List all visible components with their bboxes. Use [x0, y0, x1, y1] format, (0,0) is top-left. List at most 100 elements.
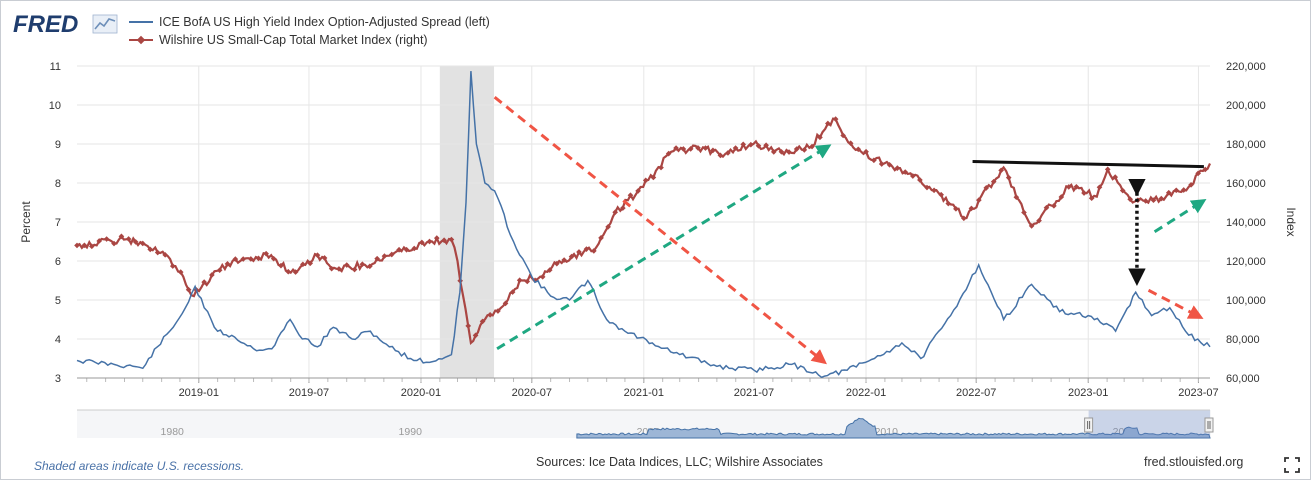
series-marker-small-cap — [968, 205, 975, 212]
series-marker-small-cap — [878, 161, 885, 167]
series-marker-small-cap — [755, 142, 762, 149]
series-marker-small-cap — [650, 174, 657, 181]
series-marker-small-cap — [240, 256, 247, 262]
fullscreen-icon[interactable] — [1284, 457, 1300, 473]
series-marker-small-cap — [343, 262, 350, 268]
series-marker-small-cap — [695, 145, 701, 151]
series-marker-small-cap — [441, 237, 447, 244]
series-marker-small-cap — [591, 248, 597, 254]
navigator-year-label: 1990 — [399, 426, 423, 438]
y-left-tick-label: 11 — [50, 61, 61, 73]
series-marker-small-cap — [539, 274, 546, 280]
series-marker-small-cap — [209, 272, 215, 278]
series-marker-small-cap — [583, 246, 590, 252]
series-marker-small-cap — [1119, 187, 1126, 194]
series-marker-small-cap — [840, 132, 846, 139]
series-marker-small-cap — [472, 332, 479, 339]
series-marker-small-cap — [658, 164, 664, 171]
series-marker-small-cap — [270, 255, 277, 262]
series-marker-small-cap — [139, 240, 146, 247]
series-marker-small-cap — [74, 242, 80, 249]
series-marker-small-cap — [1051, 203, 1057, 209]
series-marker-small-cap — [886, 161, 893, 168]
y-left-tick-label: 9 — [55, 139, 61, 151]
y-left-tick-label: 5 — [55, 295, 61, 307]
series-marker-small-cap — [710, 147, 716, 154]
series-marker-small-cap — [426, 238, 433, 245]
series-marker-small-cap — [328, 265, 335, 272]
navigator-handle[interactable] — [1084, 417, 1094, 433]
series-marker-small-cap — [103, 236, 110, 242]
y-right-tick-label: 220,000 — [1226, 61, 1266, 73]
site-link[interactable]: fred.stlouisfed.org — [1144, 455, 1244, 469]
y-right-axis-label: Index — [1284, 207, 1298, 236]
series-marker-small-cap — [863, 148, 869, 155]
series-marker-small-cap — [612, 209, 619, 216]
series-marker-small-cap — [479, 318, 486, 325]
y-left-tick-label: 3 — [55, 373, 61, 385]
series-marker-small-cap — [546, 267, 553, 273]
series-marker-small-cap — [809, 143, 815, 150]
series-marker-small-cap — [307, 260, 314, 267]
trend-arrow-red — [1147, 288, 1204, 319]
series-marker-small-cap — [516, 277, 523, 284]
series-marker-small-cap — [448, 236, 455, 243]
series-marker-small-cap — [502, 300, 509, 307]
y-right-tick-label: 180,000 — [1226, 139, 1266, 151]
series-marker-small-cap — [292, 269, 299, 275]
series-marker-small-cap — [487, 311, 493, 318]
y-right-tick-label: 60,000 — [1226, 373, 1260, 385]
series-marker-small-cap — [300, 261, 306, 268]
series-marker-small-cap — [924, 184, 930, 191]
fred-logo-chart-icon — [92, 14, 118, 34]
series-marker-small-cap — [224, 261, 231, 267]
series-marker-small-cap — [871, 157, 877, 164]
series-marker-small-cap — [605, 224, 611, 230]
legend-item-hy-spread[interactable]: ICE BofA US High Yield Index Option-Adju… — [129, 13, 490, 31]
series-marker-small-cap — [1165, 189, 1172, 196]
series-marker-small-cap — [778, 148, 785, 155]
y-left-tick-label: 4 — [55, 334, 61, 346]
navigator-year-label: 1980 — [161, 426, 185, 438]
series-marker-small-cap — [801, 147, 808, 153]
series-marker-small-cap — [909, 173, 916, 179]
navigator-handle-body — [1204, 417, 1214, 433]
series-marker-small-cap — [635, 188, 641, 194]
series-marker-small-cap — [902, 169, 909, 175]
navigator-handle[interactable] — [1204, 417, 1214, 433]
series-marker-small-cap — [1195, 170, 1201, 177]
series-marker-small-cap — [786, 149, 792, 155]
trend-arrow-green — [1153, 198, 1207, 234]
series-marker-small-cap — [1036, 217, 1042, 224]
series-marker-small-cap — [953, 206, 959, 212]
y-left-tick-label: 10 — [49, 100, 61, 112]
series-marker-small-cap — [1043, 204, 1050, 211]
series-marker-small-cap — [998, 167, 1004, 174]
series-marker-small-cap — [1158, 195, 1165, 202]
series-marker-small-cap — [1005, 174, 1012, 181]
series-marker-small-cap — [983, 185, 990, 191]
series-marker-small-cap — [321, 255, 328, 261]
series-marker-small-cap — [524, 278, 531, 285]
series-marker-small-cap — [717, 152, 724, 159]
x-tick-label: 2020-07 — [512, 387, 552, 399]
series-marker-small-cap — [1021, 209, 1027, 216]
legend-item-small-cap[interactable]: Wilshire US Small-Cap Total Market Index… — [129, 31, 490, 49]
series-marker-small-cap — [1104, 166, 1111, 173]
y-left-tick-label: 7 — [55, 217, 61, 229]
series-marker-small-cap — [770, 149, 777, 155]
series-marker-small-cap — [88, 243, 95, 250]
series-marker-small-cap — [1073, 183, 1080, 190]
series-marker-small-cap — [411, 245, 418, 252]
series-marker-small-cap — [374, 255, 380, 262]
series-marker-small-cap — [1112, 174, 1119, 180]
series-marker-small-cap — [162, 252, 168, 258]
series-marker-small-cap — [367, 263, 373, 270]
series-marker-small-cap — [185, 286, 192, 293]
y-right-tick-label: 140,000 — [1226, 217, 1266, 229]
x-tick-label: 2023-01 — [1068, 387, 1108, 399]
series-marker-small-cap — [894, 165, 901, 171]
series-marker-small-cap — [419, 239, 425, 246]
series-marker-small-cap — [598, 235, 604, 241]
series-marker-small-cap — [1081, 190, 1087, 196]
